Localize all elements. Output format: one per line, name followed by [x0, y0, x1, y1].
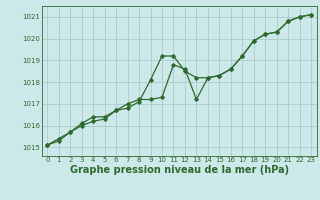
X-axis label: Graphe pression niveau de la mer (hPa): Graphe pression niveau de la mer (hPa)	[70, 165, 289, 175]
